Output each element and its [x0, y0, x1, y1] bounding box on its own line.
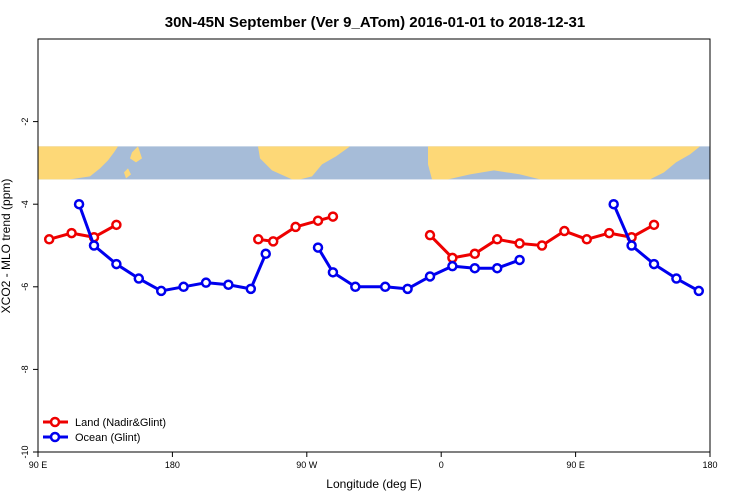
ticks-layer: 90 E 180 90 W 0 90 E 180 -2 -4 -6 -8 -10 [20, 118, 718, 470]
series-land-point-2-2 [469, 248, 481, 260]
map-band [38, 146, 710, 180]
series-ocean-point-1-6 [447, 260, 458, 272]
series-ocean-point-2-1 [626, 240, 637, 251]
series-land-point-2-3 [491, 234, 503, 245]
y-tick-label-4: -10 [20, 445, 30, 458]
series-land-point-2-5 [536, 240, 548, 251]
legend-marker-land [49, 416, 61, 428]
series-ocean-line-2 [612, 203, 700, 293]
series-ocean-point-1-2 [350, 281, 361, 293]
x-tick-label-1: 180 [165, 460, 180, 470]
y-tick-label-0: -2 [20, 118, 30, 126]
series-ocean-line-1 [316, 246, 521, 291]
series-ocean-point-0-4 [155, 285, 167, 297]
legend-item-land: Land (Nadir&Glint) [43, 416, 166, 429]
series-land-point-2-0 [424, 229, 436, 241]
legend-label-land: Land (Nadir&Glint) [75, 417, 166, 429]
plot-frame [37, 38, 711, 453]
series-land-point-2-1 [447, 252, 458, 264]
series-land-point-1-3 [312, 215, 324, 226]
series-land-point-2-6 [559, 225, 570, 237]
map-land-1 [130, 146, 142, 163]
chart-title: 30N-45N September (Ver 9_ATom) 2016-01-0… [165, 14, 585, 31]
series-ocean-point-2-0 [608, 198, 619, 210]
series-land-point-1-1 [267, 236, 279, 247]
series-land-point-2-8 [603, 227, 615, 239]
map-land-4 [428, 146, 700, 180]
series-land-point-1-2 [290, 221, 301, 233]
x-tick-label-2: 90 W [296, 460, 318, 470]
series-ocean-point-2-2 [648, 258, 660, 270]
series-layer [43, 198, 705, 297]
series-ocean-point-2-4 [693, 285, 705, 297]
series-land-point-2-4 [514, 238, 525, 249]
series-ocean-point-0-3 [133, 273, 145, 284]
series-land-point-0-0 [43, 234, 55, 245]
y-tick-label-3: -8 [20, 365, 30, 373]
series-land-point-2-10 [648, 219, 660, 231]
legend: Land (Nadir&Glint) Ocean (Glint) [43, 416, 166, 444]
series-ocean-point-1-7 [469, 262, 481, 274]
legend-marker-ocean [49, 431, 61, 443]
map-land-0 [38, 146, 118, 180]
series-land-line-0 [48, 223, 118, 241]
map-land-6 [640, 150, 652, 171]
map-land-3 [258, 146, 350, 180]
series-ocean-point-2-3 [671, 273, 682, 284]
series-ocean-point-0-9 [260, 248, 271, 260]
x-tick-label-4: 90 E [566, 460, 585, 470]
series-ocean-point-0-0 [73, 198, 85, 210]
series-ocean-point-0-5 [178, 281, 189, 293]
series-ocean-point-0-6 [200, 277, 212, 288]
legend-item-ocean: Ocean (Glint) [43, 431, 140, 444]
series-land-point-1-4 [327, 211, 339, 222]
x-tick-label-0: 90 E [29, 460, 48, 470]
y-tick-label-1: -4 [20, 200, 30, 208]
series-land-point-1-0 [253, 234, 264, 245]
legend-label-ocean: Ocean (Glint) [75, 432, 140, 444]
series-ocean-point-1-5 [424, 271, 436, 282]
series-ocean-point-1-0 [312, 242, 324, 253]
series-ocean-point-1-9 [514, 254, 525, 266]
series-ocean-point-0-2 [111, 258, 122, 270]
y-axis-label: XCO2 - MLO trend (ppm) [0, 179, 13, 314]
series-ocean-point-0-7 [223, 279, 234, 290]
series-land-point-2-7 [581, 234, 593, 245]
series-ocean-point-1-1 [327, 267, 339, 278]
series-ocean-point-1-8 [491, 262, 503, 274]
x-tick-label-3: 0 [439, 460, 444, 470]
series-ocean-point-1-4 [402, 283, 413, 295]
series-ocean-point-1-3 [379, 281, 391, 293]
series-land-point-0-1 [66, 227, 77, 239]
series-ocean-point-0-1 [88, 240, 100, 251]
series-land-point-0-3 [111, 219, 122, 231]
x-tick-label-5: 180 [702, 460, 717, 470]
map-land-5 [596, 148, 612, 169]
map-land-2 [124, 168, 131, 179]
x-axis-label: Longitude (deg E) [326, 477, 421, 491]
series-ocean-point-0-8 [245, 283, 257, 295]
y-tick-label-2: -6 [20, 283, 30, 291]
series-ocean-line-0 [77, 203, 268, 293]
